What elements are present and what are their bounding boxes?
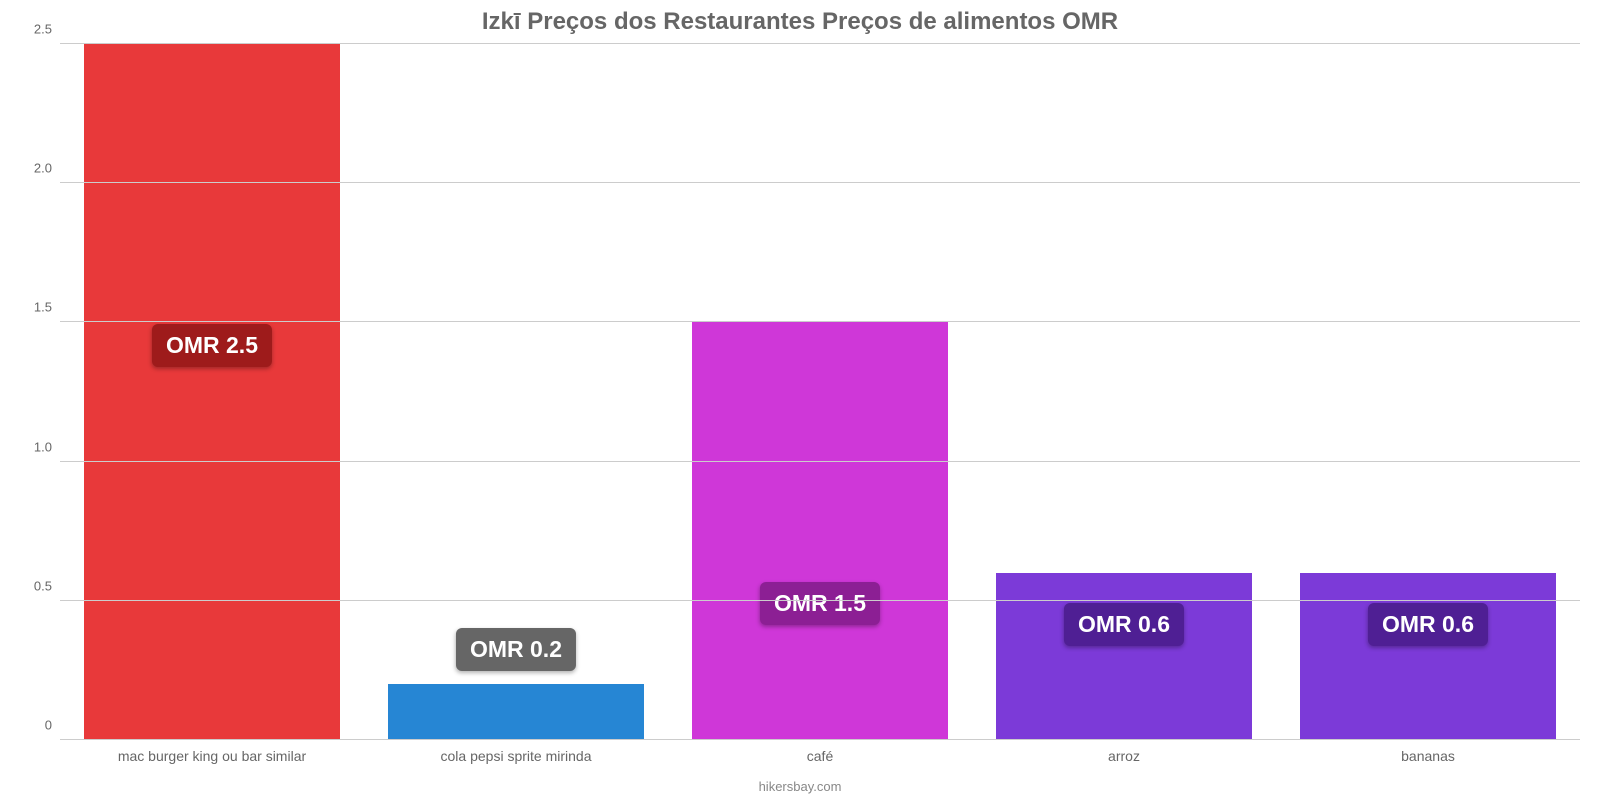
grid-line (60, 321, 1580, 322)
value-badge: OMR 0.6 (1368, 603, 1488, 646)
y-tick-label: 2.5 (34, 22, 52, 37)
bar: OMR 0.6 (996, 573, 1251, 740)
bar: OMR 0.2 (388, 684, 643, 740)
bar-slot: OMR 2.5 (60, 44, 364, 740)
y-tick-label: 1.5 (34, 300, 52, 315)
value-badge: OMR 1.5 (760, 582, 880, 625)
grid-line (60, 600, 1580, 601)
y-tick-label: 2.0 (34, 161, 52, 176)
y-tick-label: 0.5 (34, 578, 52, 593)
chart-title: Izkī Preços dos Restaurantes Preços de a… (0, 0, 1600, 40)
bar: OMR 0.6 (1300, 573, 1555, 740)
y-tick-label: 0 (45, 718, 52, 733)
value-badge: OMR 2.5 (152, 324, 272, 367)
bar-slot: OMR 0.6 (1276, 44, 1580, 740)
bar-slot: OMR 0.6 (972, 44, 1276, 740)
bars-row: OMR 2.5 OMR 0.2 OMR 1.5 OMR 0.6 OMR 0.6 (60, 44, 1580, 740)
bar: OMR 1.5 (692, 322, 947, 740)
plot-area: OMR 2.5 OMR 0.2 OMR 1.5 OMR 0.6 OMR 0.6 (60, 44, 1580, 740)
y-axis: 00.51.01.52.02.5 (0, 44, 60, 740)
grid-line (60, 43, 1580, 44)
bar-slot: OMR 0.2 (364, 44, 668, 740)
grid-line (60, 461, 1580, 462)
value-badge: OMR 0.2 (456, 628, 576, 671)
grid-line (60, 182, 1580, 183)
bar-slot: OMR 1.5 (668, 44, 972, 740)
source-label: hikersbay.com (0, 779, 1600, 794)
value-badge: OMR 0.6 (1064, 603, 1184, 646)
bar: OMR 2.5 (84, 44, 339, 740)
chart-container: Izkī Preços dos Restaurantes Preços de a… (0, 0, 1600, 800)
y-tick-label: 1.0 (34, 439, 52, 454)
